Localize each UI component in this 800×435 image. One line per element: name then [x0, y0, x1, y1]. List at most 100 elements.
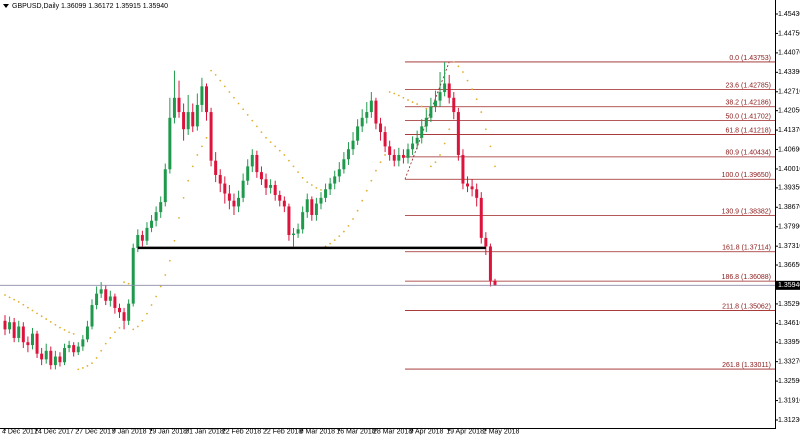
y-tick-label: 1.45430 [778, 11, 800, 18]
candle-body [369, 100, 373, 113]
candle-body [328, 183, 332, 190]
candle-body [365, 112, 369, 118]
candle-body [76, 346, 80, 353]
menu-triangle[interactable] [3, 4, 9, 8]
x-tick-label: 4 Dec 2017 [2, 428, 38, 435]
sar-dot [13, 298, 16, 301]
sar-dot [63, 329, 66, 331]
sar-dot [342, 230, 345, 233]
y-tick-label: 1.33270 [778, 359, 800, 366]
candle-body [406, 149, 410, 158]
sar-dot [310, 184, 313, 186]
sar-dot [95, 357, 98, 359]
y-tick-label: 1.39350 [778, 185, 800, 192]
sar-dot [260, 131, 263, 133]
sar-dot [489, 145, 492, 148]
candle-body [140, 235, 144, 241]
sar-dot [411, 101, 414, 103]
sar-dot [292, 165, 295, 168]
sar-dot [49, 321, 52, 323]
sar-dot [480, 111, 483, 113]
sar-dot [388, 91, 391, 93]
y-tick-label: 1.35290 [778, 301, 800, 308]
sar-dot [439, 154, 441, 156]
candle-body [411, 143, 415, 150]
sar-dot [86, 365, 89, 367]
candle-body [333, 176, 337, 184]
candle-body [159, 202, 163, 213]
fib-trend [404, 61, 450, 180]
sar-dot [434, 161, 437, 164]
sar-dot [301, 176, 304, 179]
candle-body [273, 184, 277, 195]
candle-body [108, 296, 112, 301]
candle-body [443, 83, 447, 93]
candle-body [58, 356, 62, 363]
sar-dot [132, 328, 135, 331]
sar-dot [150, 304, 153, 306]
candle-body [342, 159, 346, 170]
fib-label: 38.2 (1.42186) [725, 100, 771, 107]
candle-body [95, 293, 99, 306]
candle-body [241, 180, 245, 198]
candle-body [296, 229, 300, 234]
sar-dot [191, 165, 194, 168]
candle-body [305, 199, 309, 213]
sar-dot [375, 169, 377, 172]
x-tick-label: 19 Jan 2018 [149, 428, 188, 435]
sar-dot [54, 323, 57, 326]
sar-dot [127, 282, 130, 285]
candle-body [346, 149, 350, 160]
sar-dot [36, 312, 38, 315]
sar-dot [173, 239, 176, 242]
candle-body [392, 154, 396, 161]
x-tick-label: 12 Feb 2018 [222, 428, 261, 435]
y-tick-label: 1.44750 [778, 30, 800, 37]
candle-body [209, 112, 213, 161]
candle-body [150, 220, 154, 228]
x-tick-label: 27 Dec 2017 [75, 428, 115, 435]
sar-dot [425, 107, 428, 110]
sar-dot [443, 142, 446, 145]
sar-dot [59, 326, 61, 329]
sar-dot [210, 69, 212, 72]
sar-dot [347, 224, 350, 227]
sar-dot [251, 119, 254, 122]
sar-dot [81, 367, 84, 369]
plot-group [0, 61, 775, 371]
sar-dot [118, 327, 121, 329]
x-tick-label: 14 Dec 2017 [34, 428, 74, 435]
sar-dot [255, 125, 258, 128]
y-tick-label: 1.33950 [778, 339, 800, 346]
candle-body [388, 146, 392, 155]
candle-body [182, 112, 186, 130]
x-tick-label: 28 Mar 2018 [373, 428, 412, 435]
candle-body [255, 154, 259, 173]
candle-body [282, 200, 286, 207]
candle-body [433, 100, 437, 107]
candle-body [145, 227, 149, 241]
fib-label: 186.8 (1.36088) [722, 274, 771, 281]
candle-body [246, 166, 250, 181]
sar-dot [26, 306, 29, 309]
sar-dot [338, 235, 341, 238]
sar-dot [246, 114, 249, 116]
x-tick-label: 19 Apr 2018 [446, 428, 484, 435]
y-tick-label: 1.34610 [778, 320, 800, 327]
sar-dot [233, 96, 235, 99]
y-tick-label: 1.44070 [778, 50, 800, 57]
sar-dot [329, 242, 332, 245]
candle-body [214, 160, 218, 175]
candle-body [424, 117, 428, 127]
candle-body [337, 169, 341, 177]
candle-body [90, 305, 94, 327]
x-tick-label: 22 Feb 2018 [263, 428, 302, 435]
y-tick-label: 1.41370 [778, 127, 800, 134]
candle-body [484, 237, 488, 247]
candle-body [475, 189, 479, 198]
sar-dot [356, 209, 359, 212]
x-tick-label: 1 May 2018 [483, 428, 520, 435]
candle-body [314, 203, 318, 216]
sar-dot [466, 79, 469, 82]
